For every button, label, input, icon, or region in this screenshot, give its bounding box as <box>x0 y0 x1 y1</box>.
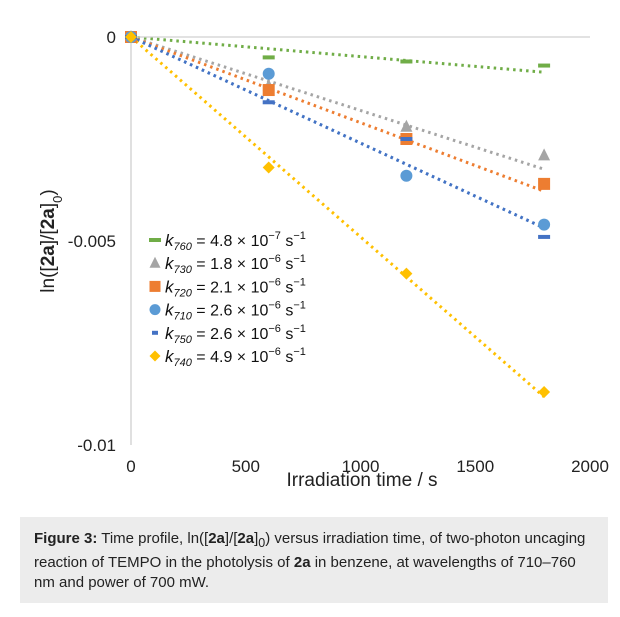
trendline-730 <box>131 37 544 169</box>
caption-compound: 2a <box>294 554 311 571</box>
legend-item-710: k710 = 2.6 × 10−6 s−1 <box>150 300 306 323</box>
trendline-740 <box>131 37 544 397</box>
legend-marker <box>150 257 161 268</box>
chart: 0 500 1000 1500 2000 0-0.005-0.01 Irradiatio… <box>0 0 620 520</box>
legend-label: k720 = 2.1 × 10−6 s−1 <box>165 276 306 299</box>
y-axis-title: ln([2a]/[2a]0) <box>38 189 65 292</box>
x-tick-label: 1500 <box>456 457 494 476</box>
legend-label: k740 = 4.9 × 10−6 s−1 <box>165 346 306 369</box>
data-point-760 <box>400 59 412 63</box>
caption-label: Figure 3: <box>34 530 97 547</box>
caption-text: Time profile, ln([ <box>97 530 208 547</box>
data-point-750 <box>538 235 550 239</box>
caption-compound: 2a <box>208 530 225 547</box>
legend-label: k730 = 1.8 × 10−6 s−1 <box>165 253 306 276</box>
y-tick-label: -0.01 <box>77 436 116 455</box>
x-axis-title: Irradiation time / s <box>287 470 438 491</box>
data-point-720 <box>263 84 275 96</box>
data-point-710 <box>400 170 412 182</box>
data-point-730 <box>538 148 550 160</box>
legend-item-740: k740 = 4.9 × 10−6 s−1 <box>150 346 306 369</box>
legend-marker <box>150 304 161 315</box>
y-tick-label: -0.005 <box>68 232 116 251</box>
y-tick-labels: 0 -0.005 -0.01 <box>68 28 116 455</box>
data-point-750 <box>263 100 275 104</box>
legend-marker <box>149 238 161 242</box>
y-tick-label: 0 <box>107 28 116 47</box>
data-point-720 <box>538 178 550 190</box>
figure-caption: Figure 3: Time profile, ln([2a]/[2a]0) v… <box>20 517 608 603</box>
data-point-760 <box>538 64 550 68</box>
data-point-760 <box>263 55 275 59</box>
x-tick-label: 0 <box>126 457 135 476</box>
trendline-720 <box>131 37 544 191</box>
legend-marker <box>150 351 161 362</box>
x-tick-label: 500 <box>232 457 260 476</box>
caption-text: ]/[ <box>225 530 238 547</box>
trendline-760 <box>131 37 544 72</box>
legend-item-760: k760 = 4.8 × 10−7 s−1 <box>149 230 306 253</box>
data-point-750 <box>400 137 412 141</box>
legend-marker <box>150 281 161 292</box>
data-point-710 <box>538 219 550 231</box>
legend-item-750: k750 = 2.6 × 10−6 s−1 <box>152 323 306 346</box>
caption-compound: 2a <box>237 530 254 547</box>
legend-item-730: k730 = 1.8 × 10−6 s−1 <box>150 253 306 276</box>
legend-label: k750 = 2.6 × 10−6 s−1 <box>165 323 306 346</box>
legend-label: k710 = 2.6 × 10−6 s−1 <box>165 300 306 323</box>
x-tick-label: 2000 <box>571 457 609 476</box>
data-point-740 <box>538 386 550 398</box>
legend-marker <box>152 331 158 335</box>
trendlines <box>131 37 544 397</box>
legend-item-720: k720 = 2.1 × 10−6 s−1 <box>150 276 306 299</box>
data-point-740 <box>263 162 275 174</box>
data-point-710 <box>263 68 275 80</box>
legend-label: k760 = 4.8 × 10−7 s−1 <box>165 230 306 253</box>
data-point-740 <box>400 268 412 280</box>
